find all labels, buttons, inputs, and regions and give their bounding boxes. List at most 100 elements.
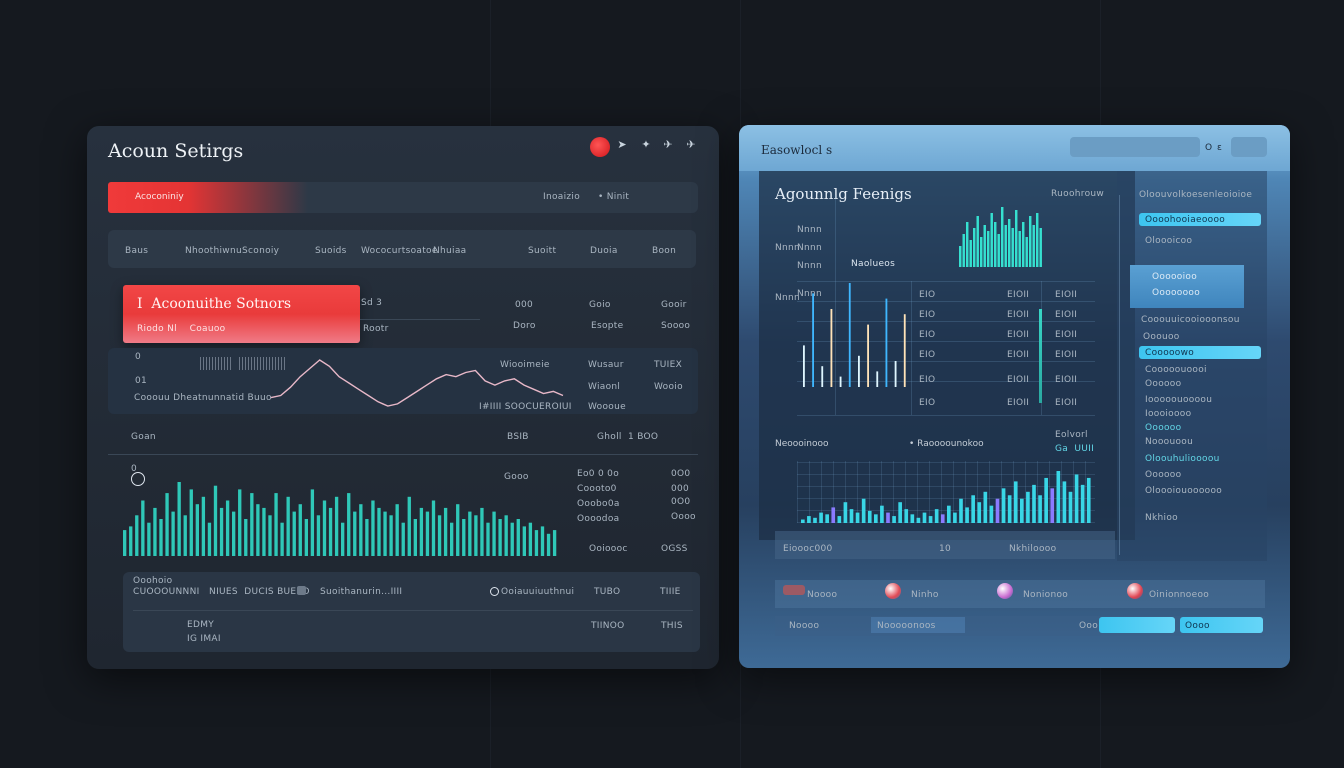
side-item[interactable]: Oooooo bbox=[1145, 379, 1182, 389]
search-input[interactable] bbox=[1070, 137, 1200, 157]
footer-label: Eioooc000 bbox=[783, 544, 833, 554]
table-cell: EIOII bbox=[1007, 398, 1030, 408]
table-cell: EIOII bbox=[1055, 398, 1078, 408]
waveform-bar bbox=[898, 502, 902, 523]
activity-bar bbox=[316, 515, 321, 556]
filter-icon[interactable]: O bbox=[1205, 143, 1213, 153]
waveform-bar bbox=[874, 514, 878, 523]
side-item[interactable]: Oloouhulioooou bbox=[1145, 454, 1220, 464]
col-header[interactable]: Boon bbox=[652, 246, 677, 256]
side-item[interactable]: Cooouuicooiooonsou bbox=[1141, 315, 1240, 325]
side-item-selected[interactable] bbox=[1139, 213, 1261, 226]
side-item[interactable]: Nooouoou bbox=[1145, 437, 1194, 447]
bar-right-label: 0O0 bbox=[671, 497, 691, 507]
col-header[interactable]: Suoitt bbox=[528, 246, 557, 256]
table-cell: EIOII bbox=[1055, 290, 1078, 300]
mini-bar bbox=[962, 234, 965, 267]
activity-bar bbox=[546, 533, 551, 556]
activity-bar bbox=[310, 489, 315, 556]
table-cell: EIOII bbox=[1007, 290, 1030, 300]
toggle-icon[interactable] bbox=[783, 585, 805, 595]
side-item[interactable]: Ooouoo bbox=[1143, 332, 1180, 342]
table-cell: EIO bbox=[919, 330, 936, 340]
table-cell: EIOII bbox=[1007, 350, 1030, 360]
activity-bar bbox=[510, 522, 514, 556]
waveform-bar bbox=[843, 502, 848, 523]
settings-meta-1: Sd 3 bbox=[361, 298, 383, 308]
activity-bar bbox=[365, 519, 369, 556]
activity-bar-chart bbox=[123, 482, 557, 556]
col-header[interactable]: Sconoiy bbox=[242, 246, 280, 256]
col-header[interactable]: Suoids bbox=[315, 246, 347, 256]
up-arrow-icon[interactable]: ➤ bbox=[617, 138, 627, 151]
signal-bar bbox=[858, 355, 860, 387]
mini-bar bbox=[1025, 237, 1028, 267]
avatar-icon[interactable] bbox=[997, 583, 1013, 599]
value-field-active[interactable] bbox=[1099, 617, 1175, 633]
grid-icon bbox=[297, 586, 306, 595]
activity-bar bbox=[201, 496, 206, 556]
value-field-active[interactable] bbox=[1180, 617, 1263, 633]
side-item[interactable]: Ioooioooo bbox=[1145, 409, 1192, 419]
summary-value: TIIIE bbox=[660, 587, 681, 597]
mini-bar bbox=[987, 231, 990, 267]
table-cell: EIOII bbox=[1055, 375, 1078, 385]
waveform-bar bbox=[1038, 495, 1042, 523]
side-item[interactable]: Oloooiouoooooo bbox=[1145, 486, 1223, 496]
col-header[interactable]: Nhuiaa bbox=[433, 246, 467, 256]
side-item[interactable]: Oooooo bbox=[1145, 423, 1182, 433]
bottom-row bbox=[775, 580, 1265, 608]
grid-line bbox=[797, 321, 1095, 322]
summary-value: THIS bbox=[661, 621, 683, 631]
bird-icon[interactable]: ✈ bbox=[663, 138, 673, 151]
waveform-bar bbox=[831, 507, 836, 523]
waveform-bar bbox=[953, 512, 957, 523]
side-item[interactable]: Cooooouoooi bbox=[1145, 365, 1207, 375]
activity-bar bbox=[498, 519, 502, 556]
chart-label: Naolueos bbox=[851, 259, 896, 269]
signal-bar bbox=[812, 293, 814, 387]
mini-chart-title: Neoooinooo bbox=[775, 439, 829, 449]
dashboard-window: Easowlocl s O ε Agounnlg Feenigs Ruoohro… bbox=[739, 125, 1290, 668]
activity-bar bbox=[552, 530, 557, 556]
col-header[interactable]: Baus bbox=[125, 246, 149, 256]
avatar-icon[interactable] bbox=[1127, 583, 1143, 599]
waveform-bar bbox=[855, 512, 860, 523]
footer-strip bbox=[775, 531, 1115, 559]
avatar-icon[interactable] bbox=[885, 583, 901, 599]
side-item[interactable]: Oooooo bbox=[1145, 470, 1182, 480]
settings-card[interactable] bbox=[123, 285, 360, 343]
summary-icon-label: Suoithanurin...IIII bbox=[320, 587, 403, 597]
summary-footer: IG IMAI bbox=[187, 634, 221, 644]
summary-value: TIINOO bbox=[591, 621, 625, 631]
mini-bar bbox=[1008, 219, 1011, 267]
side-card[interactable] bbox=[1130, 265, 1244, 308]
mini-bar bbox=[980, 237, 983, 267]
side-item[interactable]: Iooooouoooou bbox=[1145, 395, 1213, 405]
col-header[interactable]: Duoia bbox=[590, 246, 618, 256]
settings-icon[interactable]: ε bbox=[1217, 143, 1223, 153]
row-value: Esopte bbox=[591, 321, 624, 331]
mini-bar-chart bbox=[959, 207, 1042, 267]
divider bbox=[1119, 195, 1120, 555]
activity-bar bbox=[183, 515, 187, 556]
bar-right-label: Gooo bbox=[504, 472, 529, 482]
trend-right-label: Wusaur bbox=[588, 360, 624, 370]
star-icon[interactable]: ✦ bbox=[641, 138, 651, 151]
waveform-bar bbox=[1026, 491, 1030, 523]
value-field[interactable] bbox=[871, 617, 965, 633]
menu-button[interactable] bbox=[1231, 137, 1267, 157]
alert-bar[interactable] bbox=[108, 182, 308, 213]
bar-right-label: Coooto0 bbox=[577, 484, 617, 494]
record-icon[interactable] bbox=[590, 137, 610, 157]
grid-line bbox=[797, 341, 1095, 342]
plane-icon[interactable]: ✈ bbox=[686, 138, 696, 151]
col-header[interactable]: Nhoothiwnu bbox=[185, 246, 242, 256]
sparkline-placeholder bbox=[200, 357, 232, 370]
waveform-bar bbox=[1032, 484, 1036, 523]
col-header[interactable]: Wococurtsoatoe bbox=[361, 246, 438, 256]
side-item-highlight[interactable] bbox=[1139, 346, 1261, 359]
side-item[interactable]: Oloooicoo bbox=[1145, 236, 1193, 246]
side-item[interactable]: Nkhioo bbox=[1145, 513, 1178, 523]
waveform-bar bbox=[892, 516, 896, 523]
